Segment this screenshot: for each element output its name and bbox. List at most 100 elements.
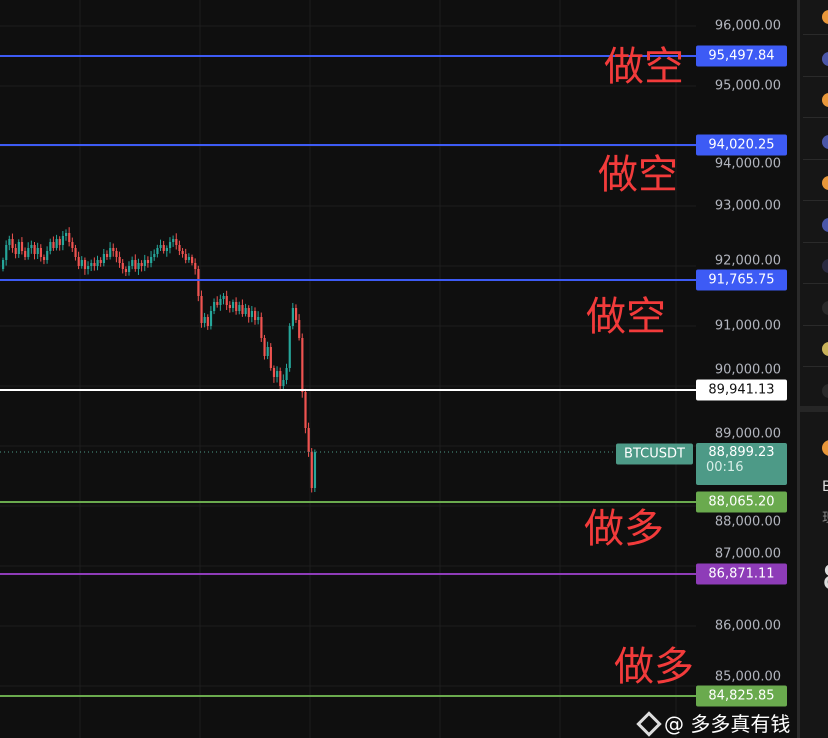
candle xyxy=(247,308,250,317)
candle xyxy=(209,311,213,326)
watchlist-coin-icon[interactable] xyxy=(822,300,828,315)
level-line[interactable] xyxy=(0,55,696,58)
candle xyxy=(279,371,282,386)
candle xyxy=(2,260,5,269)
price-axis-label: 91,000.00 xyxy=(714,318,781,334)
divider xyxy=(803,158,828,160)
candle xyxy=(17,242,20,254)
candle xyxy=(93,263,96,266)
candle xyxy=(33,245,36,254)
candle xyxy=(288,326,291,368)
level-note: 做多 xyxy=(584,506,664,552)
candlestick-chart[interactable] xyxy=(0,0,795,738)
price-axis-label: 93,000.00 xyxy=(714,198,781,214)
level-price-badge: 89,941.13 xyxy=(696,379,787,401)
candle xyxy=(105,254,109,257)
price-axis-label: 96,000.00 xyxy=(714,18,781,34)
panel-divider[interactable] xyxy=(800,406,828,412)
divider xyxy=(803,283,828,284)
candle xyxy=(80,260,83,266)
candle xyxy=(58,239,61,245)
candle xyxy=(225,296,228,305)
level-note: 做空 xyxy=(598,152,678,198)
candle xyxy=(294,308,298,320)
level-line[interactable] xyxy=(0,501,696,504)
level-price-badge: 88,065.20 xyxy=(696,491,787,513)
watermark-text: @ 多多真有钱 xyxy=(664,712,791,736)
candle xyxy=(257,317,260,320)
candle xyxy=(102,254,105,263)
watchlist-coin-icon[interactable] xyxy=(822,259,828,273)
price-axis-label: 92,000.00 xyxy=(714,253,781,269)
candle xyxy=(175,239,178,245)
candle xyxy=(83,260,87,269)
candle xyxy=(128,266,131,272)
countdown: 00:16 xyxy=(706,460,744,475)
panel-text: B xyxy=(822,479,828,495)
candle xyxy=(285,368,288,380)
watchlist-coin-icon[interactable] xyxy=(822,10,828,24)
candle xyxy=(11,239,14,248)
watchlist-coin-icon[interactable] xyxy=(822,217,828,232)
panel-text: 现 xyxy=(822,511,828,526)
level-line[interactable] xyxy=(0,279,696,282)
level-line[interactable] xyxy=(0,572,696,575)
symbol-badge: BTCUSDT xyxy=(616,443,693,465)
level-note: 做空 xyxy=(604,44,684,90)
candle xyxy=(77,257,80,266)
candle xyxy=(197,269,200,296)
level-line[interactable] xyxy=(0,388,696,391)
candle xyxy=(216,302,219,305)
candle xyxy=(65,233,68,236)
candle xyxy=(272,368,276,377)
candle xyxy=(231,302,235,308)
candle xyxy=(178,245,181,251)
price-axis-label: 85,000.00 xyxy=(714,669,781,685)
price-axis-label: 87,000.00 xyxy=(714,546,781,562)
candle xyxy=(8,239,11,245)
divider xyxy=(803,117,828,118)
level-note: 做空 xyxy=(586,294,666,340)
candle xyxy=(291,308,294,326)
watermark: @ 多多真有钱 xyxy=(636,711,791,737)
watchlist-coin-icon[interactable] xyxy=(822,93,828,107)
watchlist-coin-icon[interactable] xyxy=(822,176,828,190)
candle xyxy=(263,338,266,356)
candle xyxy=(99,260,102,263)
watchlist-coin-icon[interactable] xyxy=(822,134,828,149)
binance-logo-icon xyxy=(636,711,662,737)
candle xyxy=(213,302,216,311)
candle xyxy=(238,305,241,311)
candle xyxy=(181,251,184,254)
candle xyxy=(269,347,272,368)
candle xyxy=(49,242,52,251)
candle xyxy=(14,248,17,254)
watchlist-coin-icon[interactable] xyxy=(822,51,828,66)
candle xyxy=(90,263,93,266)
level-line[interactable] xyxy=(0,695,696,698)
candle xyxy=(304,392,307,428)
candle xyxy=(219,299,222,305)
level-price-badge: 95,497.84 xyxy=(696,45,787,67)
candle xyxy=(61,236,65,245)
watchlist-coin-icon[interactable] xyxy=(822,383,828,398)
candle xyxy=(184,254,187,260)
level-line[interactable] xyxy=(0,143,696,146)
watchlist-coin-icon[interactable] xyxy=(822,342,828,356)
divider xyxy=(803,75,828,77)
candle xyxy=(313,452,317,488)
candle xyxy=(244,308,247,314)
current-price: 88,899.23 xyxy=(708,445,775,460)
candle xyxy=(143,260,146,266)
candle xyxy=(96,260,99,266)
candle xyxy=(153,254,156,257)
price-axis-label: 89,000.00 xyxy=(714,426,781,442)
level-price-badge: 86,871.11 xyxy=(696,563,787,585)
candle xyxy=(187,257,191,260)
candle xyxy=(172,239,175,242)
candle xyxy=(266,347,269,356)
candle xyxy=(55,239,58,248)
level-note: 做多 xyxy=(614,644,694,690)
candle xyxy=(260,317,263,338)
candle xyxy=(168,242,172,248)
